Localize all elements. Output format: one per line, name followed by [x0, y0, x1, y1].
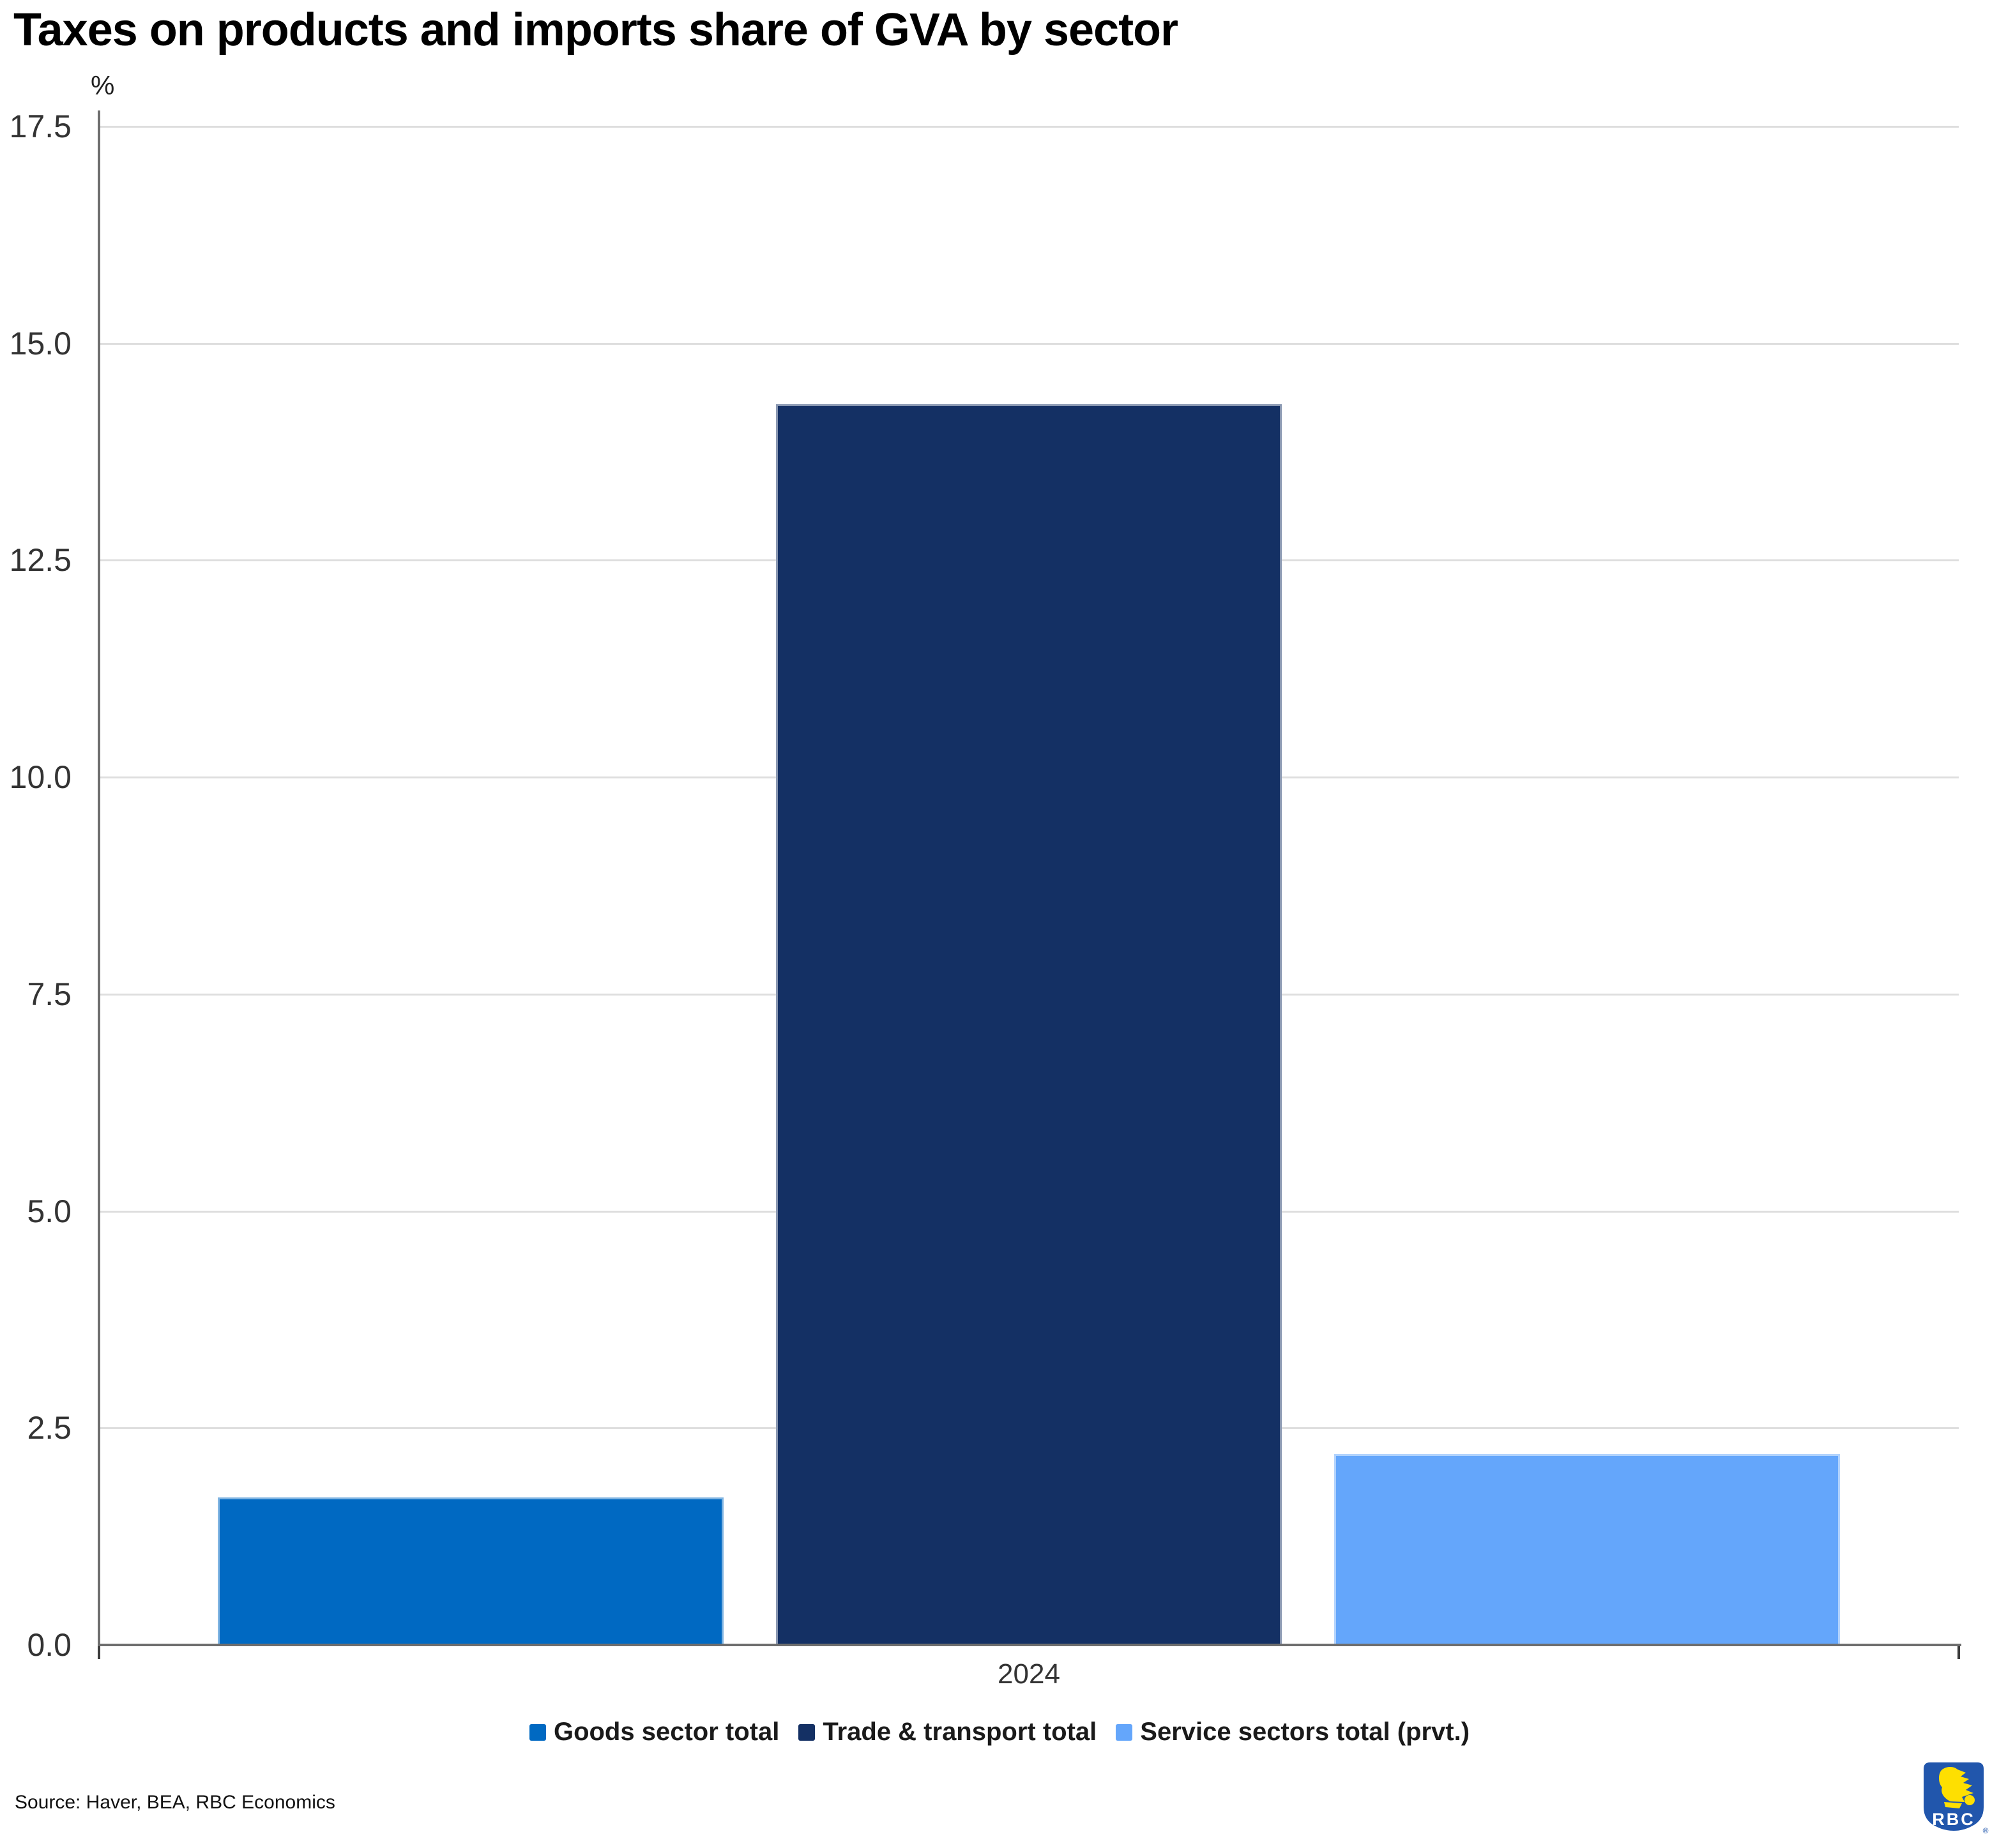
x-axis-category-label: 2024: [998, 1658, 1060, 1690]
y-axis-tick-label: 7.5: [27, 976, 72, 1012]
y-axis-tick-label: 10.0: [9, 759, 72, 796]
legend-item-goods-sector-total[interactable]: Goods sector total: [529, 1718, 779, 1746]
plot-area: [99, 126, 1959, 1645]
legend-label: Service sectors total (prvt.): [1140, 1718, 1470, 1746]
legend: Goods sector total Trade & transport tota…: [0, 1718, 1999, 1746]
y-axis-tick-label: 5.0: [27, 1193, 72, 1229]
gridline: [99, 126, 1959, 128]
rbc-logo: RBC ®: [1922, 1761, 1989, 1838]
rbc-lion-icon: [1938, 1767, 1975, 1808]
legend-swatch-icon: [1116, 1723, 1133, 1741]
y-axis-tick-label: 17.5: [9, 109, 72, 144]
legend-swatch-icon: [798, 1723, 816, 1741]
legend-swatch-icon: [529, 1723, 546, 1741]
bar-trade-transport-total: [776, 404, 1282, 1645]
y-axis-line: [98, 110, 100, 1645]
rbc-registered-mark: ®: [1983, 1826, 1989, 1835]
legend-label: Trade & transport total: [823, 1718, 1097, 1746]
gridline: [99, 342, 1959, 345]
legend-item-trade-transport-total[interactable]: Trade & transport total: [798, 1718, 1097, 1746]
bar-goods-sector-total: [218, 1497, 724, 1645]
y-axis-tick-label: 12.5: [9, 542, 72, 579]
legend-item-service-sectors-total-prvt[interactable]: Service sectors total (prvt.): [1116, 1718, 1470, 1746]
y-axis-tick-label: 0.0: [27, 1627, 72, 1663]
source-note: Source: Haver, BEA, RBC Economics: [15, 1792, 335, 1813]
y-axis-tick-label: 15.0: [9, 325, 72, 361]
bars-group: [99, 126, 1959, 1645]
y-axis-tick-labels: 0.0 2.5 5.0 7.5 10.0 12.5 15.0 17.5: [0, 110, 72, 1662]
bar-service-sectors-total-prvt: [1334, 1454, 1840, 1645]
y-axis-unit-label: %: [91, 70, 115, 100]
legend-label: Goods sector total: [553, 1718, 780, 1746]
x-axis-line: [98, 1644, 1961, 1646]
x-axis-left-end-tick: [98, 1646, 100, 1659]
chart-title: Taxes on products and imports share of G…: [13, 4, 1178, 56]
x-axis-right-end-tick: [1957, 1646, 1960, 1659]
rbc-logo-text: RBC: [1932, 1810, 1975, 1829]
y-axis-tick-label: 2.5: [27, 1410, 72, 1446]
